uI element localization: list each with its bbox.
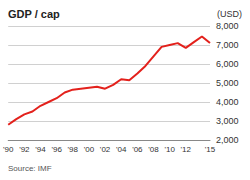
svg-text:'06: '06 bbox=[132, 145, 143, 154]
svg-text:'08: '08 bbox=[148, 145, 159, 154]
svg-text:5,000: 5,000 bbox=[216, 78, 239, 88]
svg-text:GDP / cap: GDP / cap bbox=[8, 8, 60, 20]
svg-text:(USD): (USD) bbox=[217, 9, 242, 19]
svg-text:'96: '96 bbox=[51, 145, 62, 154]
svg-text:'92: '92 bbox=[19, 145, 30, 154]
svg-text:2,000: 2,000 bbox=[216, 135, 239, 145]
svg-text:'15: '15 bbox=[205, 145, 216, 154]
svg-text:'94: '94 bbox=[35, 145, 46, 154]
svg-text:4,000: 4,000 bbox=[216, 97, 239, 107]
svg-text:7,000: 7,000 bbox=[216, 40, 239, 50]
svg-text:6,000: 6,000 bbox=[216, 59, 239, 69]
svg-text:'12: '12 bbox=[181, 145, 192, 154]
svg-text:'10: '10 bbox=[164, 145, 175, 154]
svg-text:'90: '90 bbox=[3, 145, 14, 154]
svg-text:Source: IMF: Source: IMF bbox=[8, 164, 52, 173]
svg-text:'04: '04 bbox=[116, 145, 127, 154]
svg-text:3,000: 3,000 bbox=[216, 116, 239, 126]
svg-text:'02: '02 bbox=[100, 145, 111, 154]
svg-text:'98: '98 bbox=[68, 145, 79, 154]
svg-text:8,000: 8,000 bbox=[216, 21, 239, 31]
svg-text:'00: '00 bbox=[84, 145, 95, 154]
